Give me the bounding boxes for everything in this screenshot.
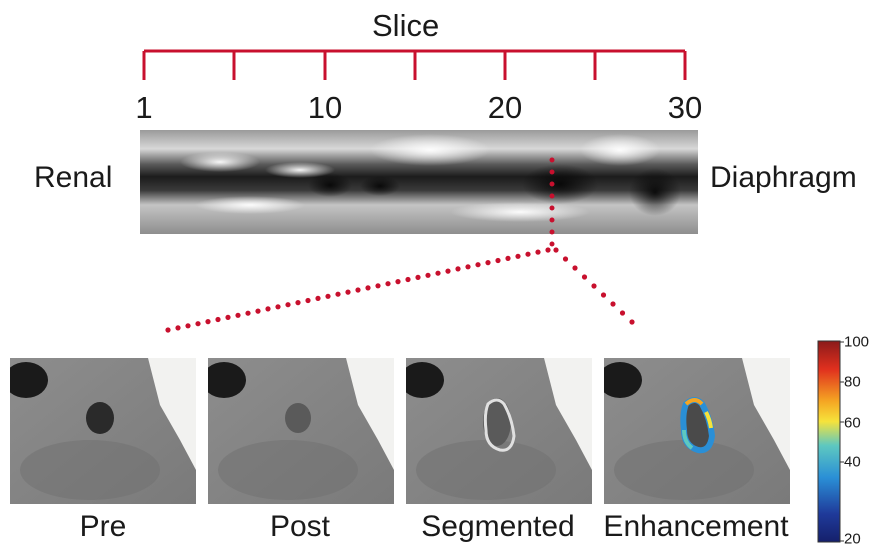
callout-dot [485,260,491,266]
callout-dot [275,304,281,310]
callout-dot [572,265,578,271]
slice-tick-label-10: 10 [307,90,343,125]
callout-dot [175,325,181,331]
callout-dot [545,247,551,253]
callout-dot [455,266,461,272]
colorbar-label-60: 60 [844,414,861,432]
callout-dot [495,257,501,264]
callout-line-left [165,247,551,333]
panel-enhancement-image [604,358,790,504]
callout-dot [600,292,607,298]
callout-dot [525,251,531,257]
callout-dot [385,281,391,287]
callout-dot [315,295,321,301]
callout-dot [562,256,569,262]
selected-slice-marker [549,157,555,247]
callout-dot [215,316,221,323]
colorbar-label-20: 20 [844,530,861,548]
reformatted-mri-strip [140,130,698,234]
callout-dot [629,319,635,325]
callout-dot [405,276,411,283]
callout-dot [205,319,211,325]
callout-dot [435,270,441,276]
slice-tick-label-1: 1 [135,90,153,125]
enhancement-colorbar [817,340,844,543]
callout-dot [535,249,541,255]
slice-tick-label-30: 30 [667,90,703,125]
segmentation-contour [483,398,516,452]
callout-dot [185,323,191,329]
panel-label-post: Post [269,510,331,543]
callout-dot [505,255,511,261]
callout-dot [355,287,361,293]
slice-axis-ruler [142,49,687,80]
slice-tick-label-20: 20 [487,90,523,125]
callout-dot [515,253,521,259]
callout-dot [375,283,381,289]
callout-dot [285,302,291,308]
callout-dot [465,264,471,270]
panel-pre-image [10,358,196,504]
panel-label-pre: Pre [79,510,127,543]
callout-dot [335,291,341,297]
callout-dot [581,274,588,280]
callout-dot [305,297,311,304]
callout-dot [475,262,481,268]
callout-dot [225,314,231,320]
diaphragm-label: Diaphragm [710,161,857,194]
panel-post-image [208,358,394,504]
callout-dot [265,306,271,312]
callout-dot [345,289,351,295]
callout-dot [165,327,171,333]
renal-label: Renal [34,161,113,194]
callout-dot [425,272,431,278]
callout-dot [395,279,401,285]
callout-dot [591,283,597,289]
callout-dot [619,310,626,316]
callout-dot [255,308,261,314]
callout-dot [610,301,616,307]
callout-dot [235,312,241,318]
callout-line-right [553,247,635,325]
slice-axis-title: Slice [372,8,440,43]
callout-dot [295,300,301,306]
callout-dot [195,321,201,327]
colorbar-label-100: 100 [844,333,870,351]
colorbar-label-80: 80 [844,373,861,391]
callout-dot [415,274,421,280]
panel-label-enhancement: Enhancement [603,510,789,543]
panel-segmented-image [406,358,592,504]
colorbar-label-40: 40 [844,453,861,471]
callout-dot [553,247,559,253]
panel-label-segmented: Segmented [421,510,575,543]
callout-dot [365,285,371,291]
callout-dot [325,293,331,299]
callout-dot [245,310,251,316]
callout-dot [445,268,451,274]
